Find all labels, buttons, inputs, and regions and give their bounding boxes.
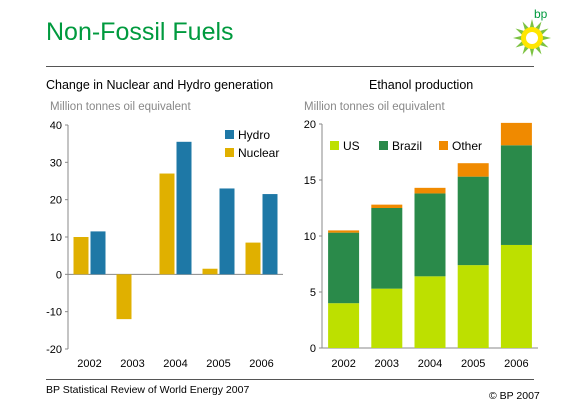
x-tick-label: 2005 <box>206 358 230 370</box>
x-tick-label: 2006 <box>504 358 528 370</box>
legend-label-brazil: Brazil <box>392 139 422 153</box>
y-tick-label: 20 <box>50 195 62 207</box>
x-tick-label: 2002 <box>331 358 355 370</box>
y-tick-label: 5 <box>310 287 316 299</box>
bar-nuclear <box>245 242 261 275</box>
x-tick-label: 2005 <box>461 358 485 370</box>
bar-hydro <box>176 141 192 275</box>
logo-text: bp <box>534 7 548 21</box>
legend-swatch-brazil <box>379 141 388 150</box>
x-tick-label: 2004 <box>163 358 187 370</box>
bar-brazil <box>457 176 489 266</box>
bar-us <box>328 303 360 348</box>
header-rule <box>46 66 534 67</box>
legend-label-us: US <box>343 139 360 153</box>
x-tick-label: 2003 <box>120 358 144 370</box>
legend-label-other: Other <box>452 139 482 153</box>
bp-logo-icon: bp <box>513 7 551 57</box>
legend-label-nuclear: Nuclear <box>238 146 279 160</box>
x-tick-label: 2002 <box>77 358 101 370</box>
x-tick-label: 2006 <box>249 358 273 370</box>
bar-brazil <box>500 145 532 245</box>
bar-brazil <box>414 193 446 277</box>
left-chart-ylabel: Million tonnes oil equivalent <box>50 101 191 113</box>
footer-source: BP Statistical Review of World Energy 20… <box>46 384 250 396</box>
nuclear-hydro-chart: 40 30 20 10 0 -10 -20 2002 2003 2004 2005 2006 Hydro… <box>46 120 283 370</box>
y-tick-label: 40 <box>50 120 62 132</box>
bar-us <box>371 288 403 348</box>
bar-other <box>457 163 489 177</box>
y-tick-label: -10 <box>46 307 62 319</box>
x-tick-label: 2004 <box>418 358 442 370</box>
y-tick-label: 30 <box>50 157 62 169</box>
bar-other <box>414 187 446 194</box>
bar-other <box>328 230 360 233</box>
bar-nuclear <box>159 173 175 275</box>
y-tick-label: 0 <box>56 269 62 281</box>
bar-brazil <box>371 208 403 289</box>
y-tick-label: 15 <box>304 175 316 187</box>
x-tick-label: 2003 <box>375 358 399 370</box>
left-chart-title: Change in Nuclear and Hydro generation <box>46 78 274 92</box>
right-chart-ylabel: Million tonnes oil equivalent <box>304 101 445 113</box>
bar-us <box>457 265 489 348</box>
legend-swatch-hydro <box>225 130 234 139</box>
bar-hydro <box>90 231 106 275</box>
bar-other <box>500 122 532 146</box>
footer-copyright: © BP 2007 <box>489 390 540 402</box>
bar-hydro <box>262 194 278 275</box>
legend-swatch-us <box>330 141 339 150</box>
legend-swatch-other <box>439 141 448 150</box>
bar-hydro <box>219 188 235 275</box>
y-tick-label: 10 <box>50 232 62 244</box>
y-tick-label: 0 <box>310 343 316 355</box>
legend-swatch-nuclear <box>225 148 234 157</box>
bar-nuclear <box>73 237 89 275</box>
bar-us <box>500 244 532 348</box>
bar-other <box>371 204 403 208</box>
bar-nuclear <box>202 268 218 275</box>
legend-label-hydro: Hydro <box>238 128 270 142</box>
y-tick-label: 20 <box>304 119 316 131</box>
ethanol-chart: 20 15 10 5 0 2002 2003 2004 2005 2006 US Brazil Othe… <box>304 119 538 370</box>
footer-rule <box>46 379 534 380</box>
page-title: Non-Fossil Fuels <box>46 18 234 46</box>
y-tick-label: 10 <box>304 231 316 243</box>
right-chart-title: Ethanol production <box>369 78 474 92</box>
y-tick-label: -20 <box>46 344 62 356</box>
bar-nuclear <box>116 274 132 320</box>
bar-brazil <box>328 232 360 304</box>
bar-us <box>414 276 446 348</box>
